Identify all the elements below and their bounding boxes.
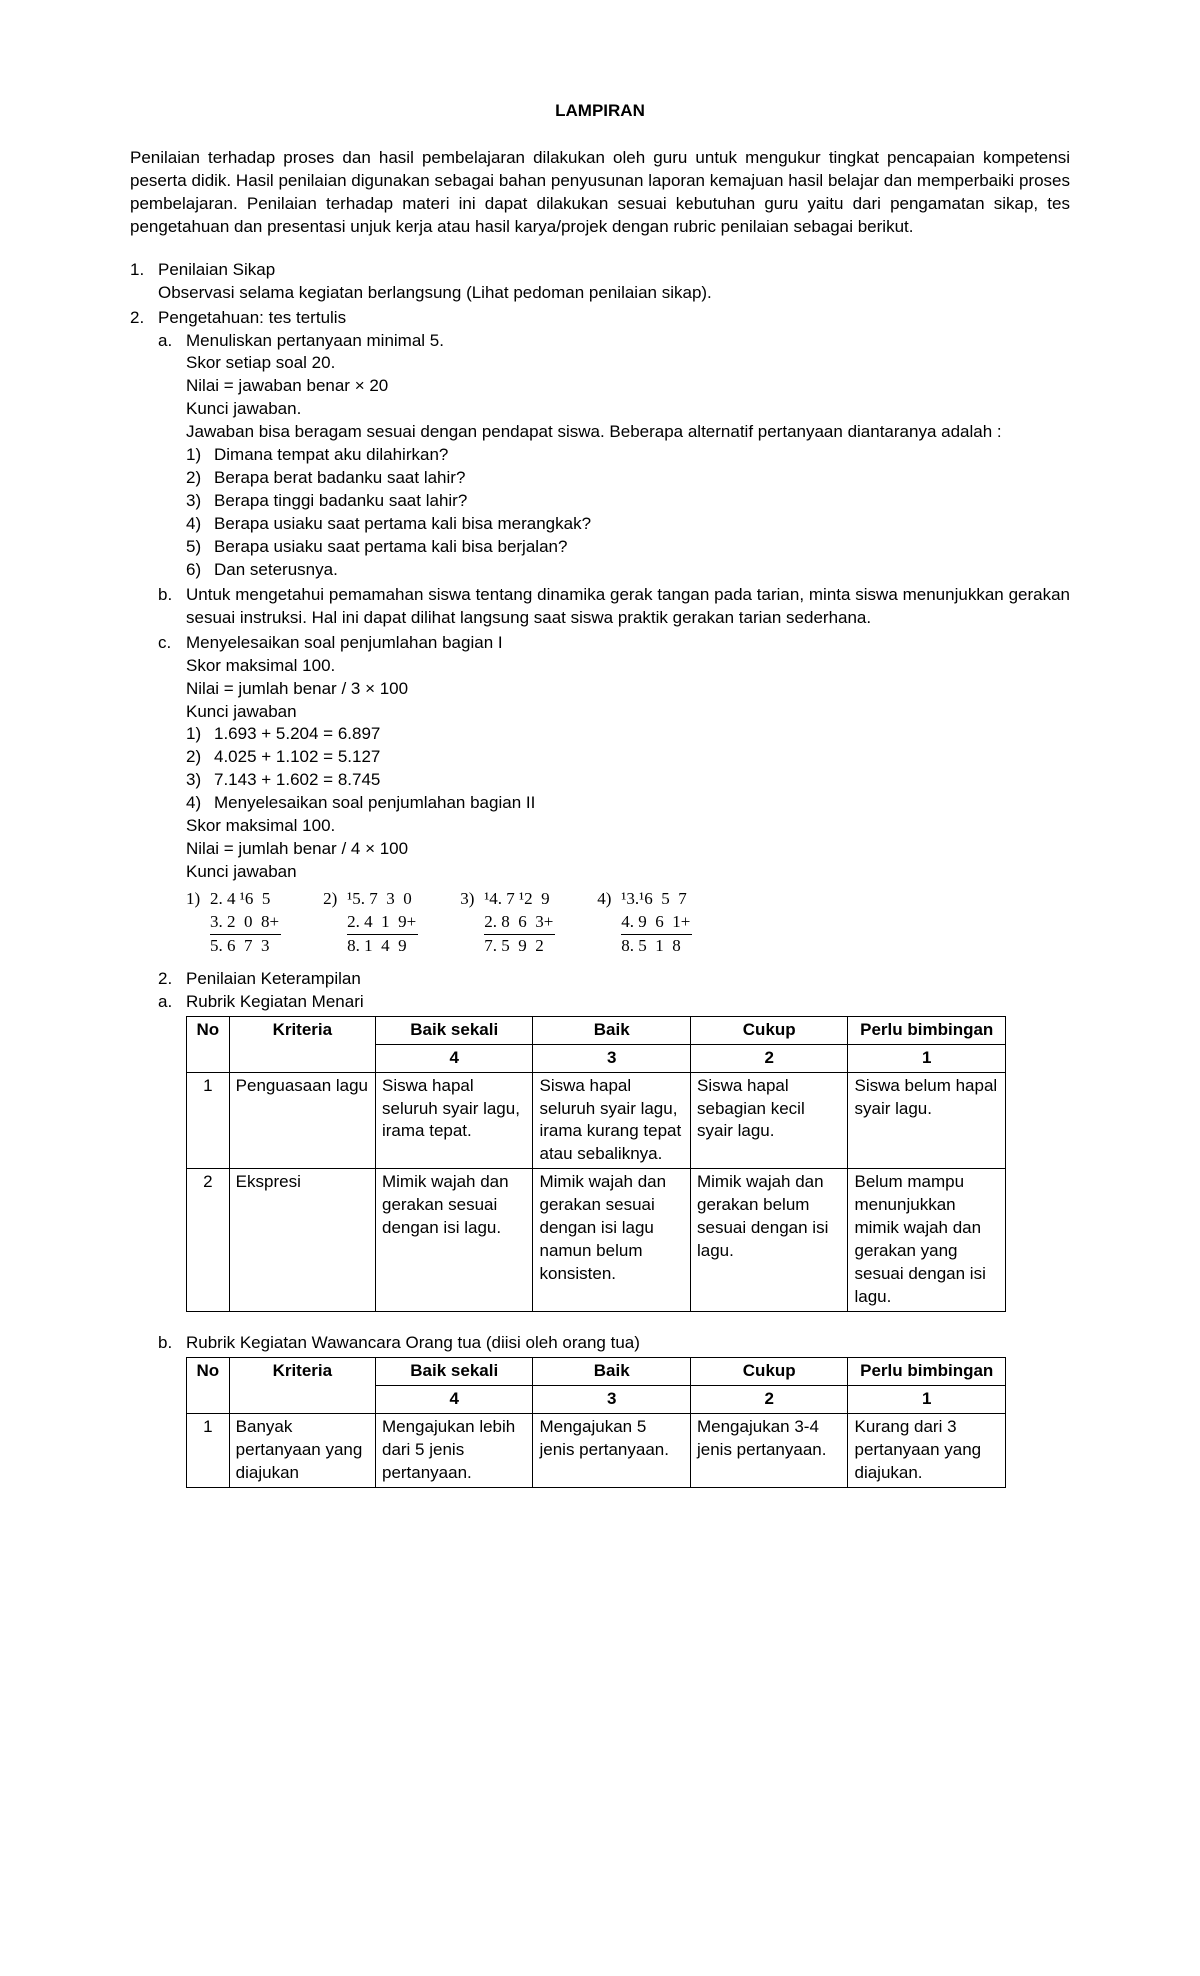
ck1: 1.693 + 5.204 = 6.897 — [214, 723, 1070, 746]
item-1-body: Observasi selama kegiatan berlangsung (L… — [158, 283, 712, 302]
t1-h-k: Kriteria — [229, 1016, 375, 1072]
t2-h-k: Kriteria — [229, 1357, 375, 1413]
t2-h-p: Perlu bimbingan — [848, 1357, 1006, 1385]
table-row: 2 Ekspresi Mimik wajah dan gerakan sesua… — [187, 1169, 1006, 1312]
table-row: 1 Banyak pertanyaan yang diajukan Mengaj… — [187, 1413, 1006, 1487]
t1-h-b: Baik — [533, 1016, 691, 1044]
t2-s3: 3 — [533, 1385, 691, 1413]
item-2-num: 2. — [130, 307, 158, 330]
aq3: Berapa tinggi badanku saat lahir? — [214, 490, 1070, 513]
t1-s3: 3 — [533, 1044, 691, 1072]
sec2b-num: b. — [158, 1332, 186, 1355]
item-1-num: 1. — [130, 259, 158, 282]
c-line2: Skor maksimal 100. — [186, 656, 335, 675]
aq2n: 2) — [186, 467, 214, 490]
aq3n: 3) — [186, 490, 214, 513]
b-text: Untuk mengetahui pemamahan siswa tentang… — [186, 584, 1070, 630]
item-2b: b.Untuk mengetahui pemamahan siswa tenta… — [158, 584, 1070, 630]
a-line3: Nilai = jawaban benar × 20 — [186, 376, 388, 395]
aq4: Berapa usiaku saat pertama kali bisa mer… — [214, 513, 1070, 536]
math-col-4: 4)¹3.¹6 5 7 4. 9 6 1+ 8. 5 1 8 — [597, 888, 692, 958]
item-2b-num: b. — [158, 584, 186, 607]
sec2-title: Penilaian Keterampilan — [186, 968, 1070, 991]
page-title: LAMPIRAN — [130, 100, 1070, 123]
ck4: Menyelesaikan soal penjumlahan bagian II — [214, 792, 1070, 815]
aq5: Berapa usiaku saat pertama kali bisa ber… — [214, 536, 1070, 559]
item-2c: c. Menyelesaikan soal penjumlahan bagian… — [158, 632, 1070, 966]
aq1: Dimana tempat aku dilahirkan? — [214, 444, 1070, 467]
a-line1: Menuliskan pertanyaan minimal 5. — [186, 331, 444, 350]
intro-paragraph: Penilaian terhadap proses dan hasil pemb… — [130, 147, 1070, 239]
t2-h-bs: Baik sekali — [375, 1357, 533, 1385]
math-row: 1)2. 4 ¹6 5 3. 2 0 8+ 5. 6 7 3 2)¹5. 7 3… — [186, 888, 1070, 958]
t1-h-no: No — [187, 1016, 230, 1072]
t1-s1: 1 — [848, 1044, 1006, 1072]
aq6n: 6) — [186, 559, 214, 582]
math-col-2: 2)¹5. 7 3 0 2. 4 1 9+ 8. 1 4 9 — [323, 888, 418, 958]
c-line6: Nilai = jumlah benar / 4 × 100 — [186, 839, 408, 858]
t2-h-c: Cukup — [690, 1357, 848, 1385]
rubric-table-1: No Kriteria Baik sekali Baik Cukup Perlu… — [186, 1016, 1006, 1312]
sec2a-num: a. — [158, 991, 186, 1014]
item-2a-num: a. — [158, 330, 186, 353]
t2-h-no: No — [187, 1357, 230, 1413]
item-1-title: Penilaian Sikap — [158, 260, 275, 279]
item-2: 2.Pengetahuan: tes tertulis a. Menuliska… — [130, 307, 1070, 966]
sec2-num: 2. — [158, 968, 186, 991]
t2-s2: 2 — [690, 1385, 848, 1413]
item-2a: a. Menuliskan pertanyaan minimal 5. Skor… — [158, 330, 1070, 582]
t1-s2: 2 — [690, 1044, 848, 1072]
ck2: 4.025 + 1.102 = 5.127 — [214, 746, 1070, 769]
item-1: 1.Penilaian Sikap Observasi selama kegiat… — [130, 259, 1070, 305]
a-line5: Jawaban bisa beragam sesuai dengan penda… — [186, 422, 1002, 441]
aq1n: 1) — [186, 444, 214, 467]
c-line3: Nilai = jumlah benar / 3 × 100 — [186, 679, 408, 698]
aq4n: 4) — [186, 513, 214, 536]
math-col-1: 1)2. 4 ¹6 5 3. 2 0 8+ 5. 6 7 3 — [186, 888, 281, 958]
c-line4: Kunci jawaban — [186, 702, 297, 721]
aq2: Berapa berat badanku saat lahir? — [214, 467, 1070, 490]
t1-h-c: Cukup — [690, 1016, 848, 1044]
t1-h-p: Perlu bimbingan — [848, 1016, 1006, 1044]
sec2b-title: Rubrik Kegiatan Wawancara Orang tua (dii… — [186, 1332, 1070, 1355]
ck3: 7.143 + 1.602 = 8.745 — [214, 769, 1070, 792]
item-2c-num: c. — [158, 632, 186, 655]
ck2n: 2) — [186, 746, 214, 769]
aq6: Dan seterusnya. — [214, 559, 1070, 582]
table-row: 1 Penguasaan lagu Siswa hapal seluruh sy… — [187, 1072, 1006, 1169]
c-line5: Skor maksimal 100. — [186, 816, 335, 835]
aq5n: 5) — [186, 536, 214, 559]
math-col-3: 3)¹4. 7 ¹2 9 2. 8 6 3+ 7. 5 9 2 — [460, 888, 555, 958]
t1-h-bs: Baik sekali — [375, 1016, 533, 1044]
t2-h-b: Baik — [533, 1357, 691, 1385]
c-line1: Menyelesaikan soal penjumlahan bagian I — [186, 633, 503, 652]
ck4n: 4) — [186, 792, 214, 815]
ck1n: 1) — [186, 723, 214, 746]
ck3n: 3) — [186, 769, 214, 792]
sec2a-title: Rubrik Kegiatan Menari — [186, 991, 1070, 1014]
a-line2: Skor setiap soal 20. — [186, 353, 335, 372]
item-2-title: Pengetahuan: tes tertulis — [158, 307, 1070, 330]
t2-s4: 4 — [375, 1385, 533, 1413]
rubric-table-2: No Kriteria Baik sekali Baik Cukup Perlu… — [186, 1357, 1006, 1488]
t2-s1: 1 — [848, 1385, 1006, 1413]
t1-s4: 4 — [375, 1044, 533, 1072]
a-line4: Kunci jawaban. — [186, 399, 301, 418]
c-line7: Kunci jawaban — [186, 862, 297, 881]
